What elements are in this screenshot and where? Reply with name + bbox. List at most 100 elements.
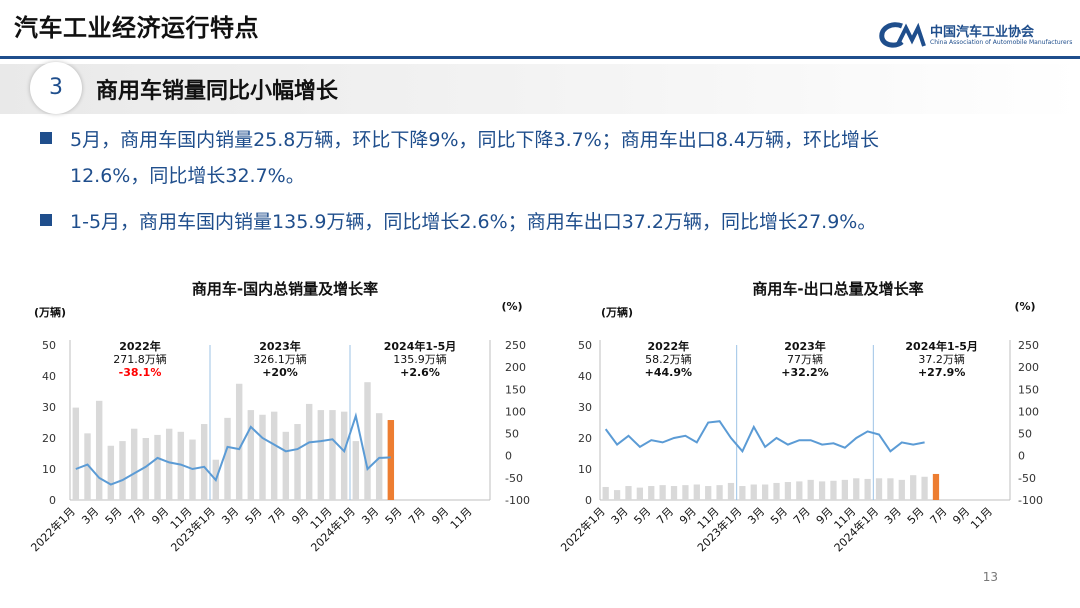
section-number: 3	[30, 62, 82, 114]
y2-tick-label: 50	[1018, 428, 1032, 441]
y2-tick-label: -100	[505, 494, 530, 507]
annotation-growth: +44.9%	[645, 366, 692, 379]
bar	[910, 475, 917, 500]
bar	[613, 490, 621, 500]
bar	[317, 410, 325, 500]
x-tick-label: 7月	[654, 505, 676, 527]
bullet-text-2: 1-5月，商用车国内销量135.9万辆，同比增长2.6%；商用车出口37.2万辆…	[70, 211, 877, 233]
bar	[119, 441, 126, 500]
y-tick-label: 30	[42, 401, 56, 414]
y2-tick-label: 150	[1018, 383, 1039, 396]
bar	[130, 428, 138, 500]
bar	[648, 486, 655, 500]
annotation-period: 2022年	[648, 339, 690, 353]
bar	[200, 424, 208, 500]
y-tick-label: 20	[42, 432, 56, 445]
annotation-total: 135.9万辆	[393, 352, 447, 366]
x-tick-label: 2022年1月	[558, 504, 608, 554]
y2-tick-label: 150	[505, 383, 526, 396]
y-tick-label: 40	[578, 370, 592, 383]
caam-logo: 中国汽车工业协会 China Association of Automobile…	[878, 20, 1072, 50]
y-axis-label: (万辆)	[34, 305, 66, 319]
bar	[932, 473, 940, 500]
bar	[235, 383, 243, 500]
annotation-growth: +2.6%	[400, 366, 440, 379]
bar	[305, 403, 313, 500]
bar	[72, 407, 80, 500]
bar	[784, 482, 792, 500]
bar	[693, 484, 700, 500]
x-tick-label: 5月	[905, 505, 927, 527]
bar	[282, 431, 290, 500]
bar	[887, 478, 894, 500]
y2-tick-label: -100	[1018, 494, 1043, 507]
bar	[659, 485, 666, 500]
y-tick-label: 0	[585, 494, 592, 507]
y-tick-label: 10	[578, 463, 592, 476]
y2-axis-label: (%)	[501, 300, 522, 313]
bar	[727, 482, 735, 500]
annotation-period: 2024年1-5月	[384, 339, 457, 353]
bar	[387, 420, 395, 500]
annotation-growth: -38.1%	[119, 366, 162, 379]
x-tick-label: 3月	[609, 505, 631, 527]
chart-title: 商用车-国内总销量及增长率	[192, 280, 378, 298]
bar	[165, 428, 173, 500]
annotation-growth: +20%	[262, 366, 298, 379]
annotation-total: 77万辆	[787, 352, 823, 366]
x-tick-label: 7月	[406, 505, 428, 527]
y-tick-label: 10	[42, 463, 56, 476]
annotation-period: 2023年	[259, 339, 301, 353]
annotation-total: 326.1万辆	[253, 352, 307, 366]
x-tick-label: 5月	[383, 505, 405, 527]
annotation-period: 2024年1-5月	[905, 339, 978, 353]
bullet-item-1: 5月，商用车国内销量25.8万辆，环比下降9%，同比下降3.7%；商用车出口8.…	[40, 122, 1050, 158]
bar	[375, 413, 383, 500]
bar	[818, 481, 826, 500]
y-tick-label: 0	[49, 494, 56, 507]
logo-text-cn: 中国汽车工业协会	[930, 25, 1035, 40]
bar	[270, 411, 278, 500]
y-tick-label: 40	[42, 370, 56, 383]
bar	[84, 433, 91, 500]
x-tick-label: 11月	[448, 505, 475, 532]
bar	[340, 411, 348, 500]
annotation-total: 58.2万辆	[645, 352, 692, 366]
growth-line	[75, 412, 391, 486]
caam-logo-mark	[879, 22, 926, 48]
bar	[796, 481, 803, 500]
domestic-sales-chart: 商用车-国内总销量及增长率 (万辆) (%) 0 10 20 30 40 50 -100 -50 0 5…	[28, 280, 530, 554]
bar	[95, 400, 103, 500]
y2-tick-label: 0	[1018, 450, 1025, 463]
annotation-total: 37.2万辆	[918, 352, 965, 366]
annotation-total: 271.8万辆	[113, 352, 167, 366]
bar	[154, 434, 161, 500]
x-tick-label: 7月	[928, 505, 950, 527]
x-tick-label: 3月	[219, 505, 241, 527]
bar	[224, 417, 231, 500]
bar	[352, 441, 360, 500]
page-number: 13	[982, 570, 998, 584]
y2-tick-label: 200	[1018, 361, 1039, 374]
bar	[773, 482, 780, 500]
bar	[762, 484, 769, 500]
y-axis-label: (万辆)	[601, 305, 633, 319]
y2-tick-label: -50	[1018, 472, 1036, 485]
x-tick-label: 5月	[631, 505, 653, 527]
y-tick-label: 50	[578, 339, 592, 352]
bar	[898, 479, 905, 500]
bar	[107, 445, 115, 500]
bar	[247, 410, 255, 500]
x-tick-label: 3月	[882, 505, 904, 527]
x-tick-label: 5月	[768, 505, 790, 527]
y2-tick-label: 50	[505, 428, 519, 441]
bar	[636, 487, 643, 500]
bar	[853, 478, 860, 500]
annotation-period: 2023年	[784, 339, 826, 353]
bar	[705, 486, 712, 500]
y2-tick-label: 250	[505, 339, 526, 352]
y2-tick-label: 100	[505, 405, 526, 418]
bar	[830, 480, 837, 500]
y2-tick-label: -50	[505, 472, 523, 485]
section-title: 商用车销量同比小幅增长	[96, 79, 339, 104]
